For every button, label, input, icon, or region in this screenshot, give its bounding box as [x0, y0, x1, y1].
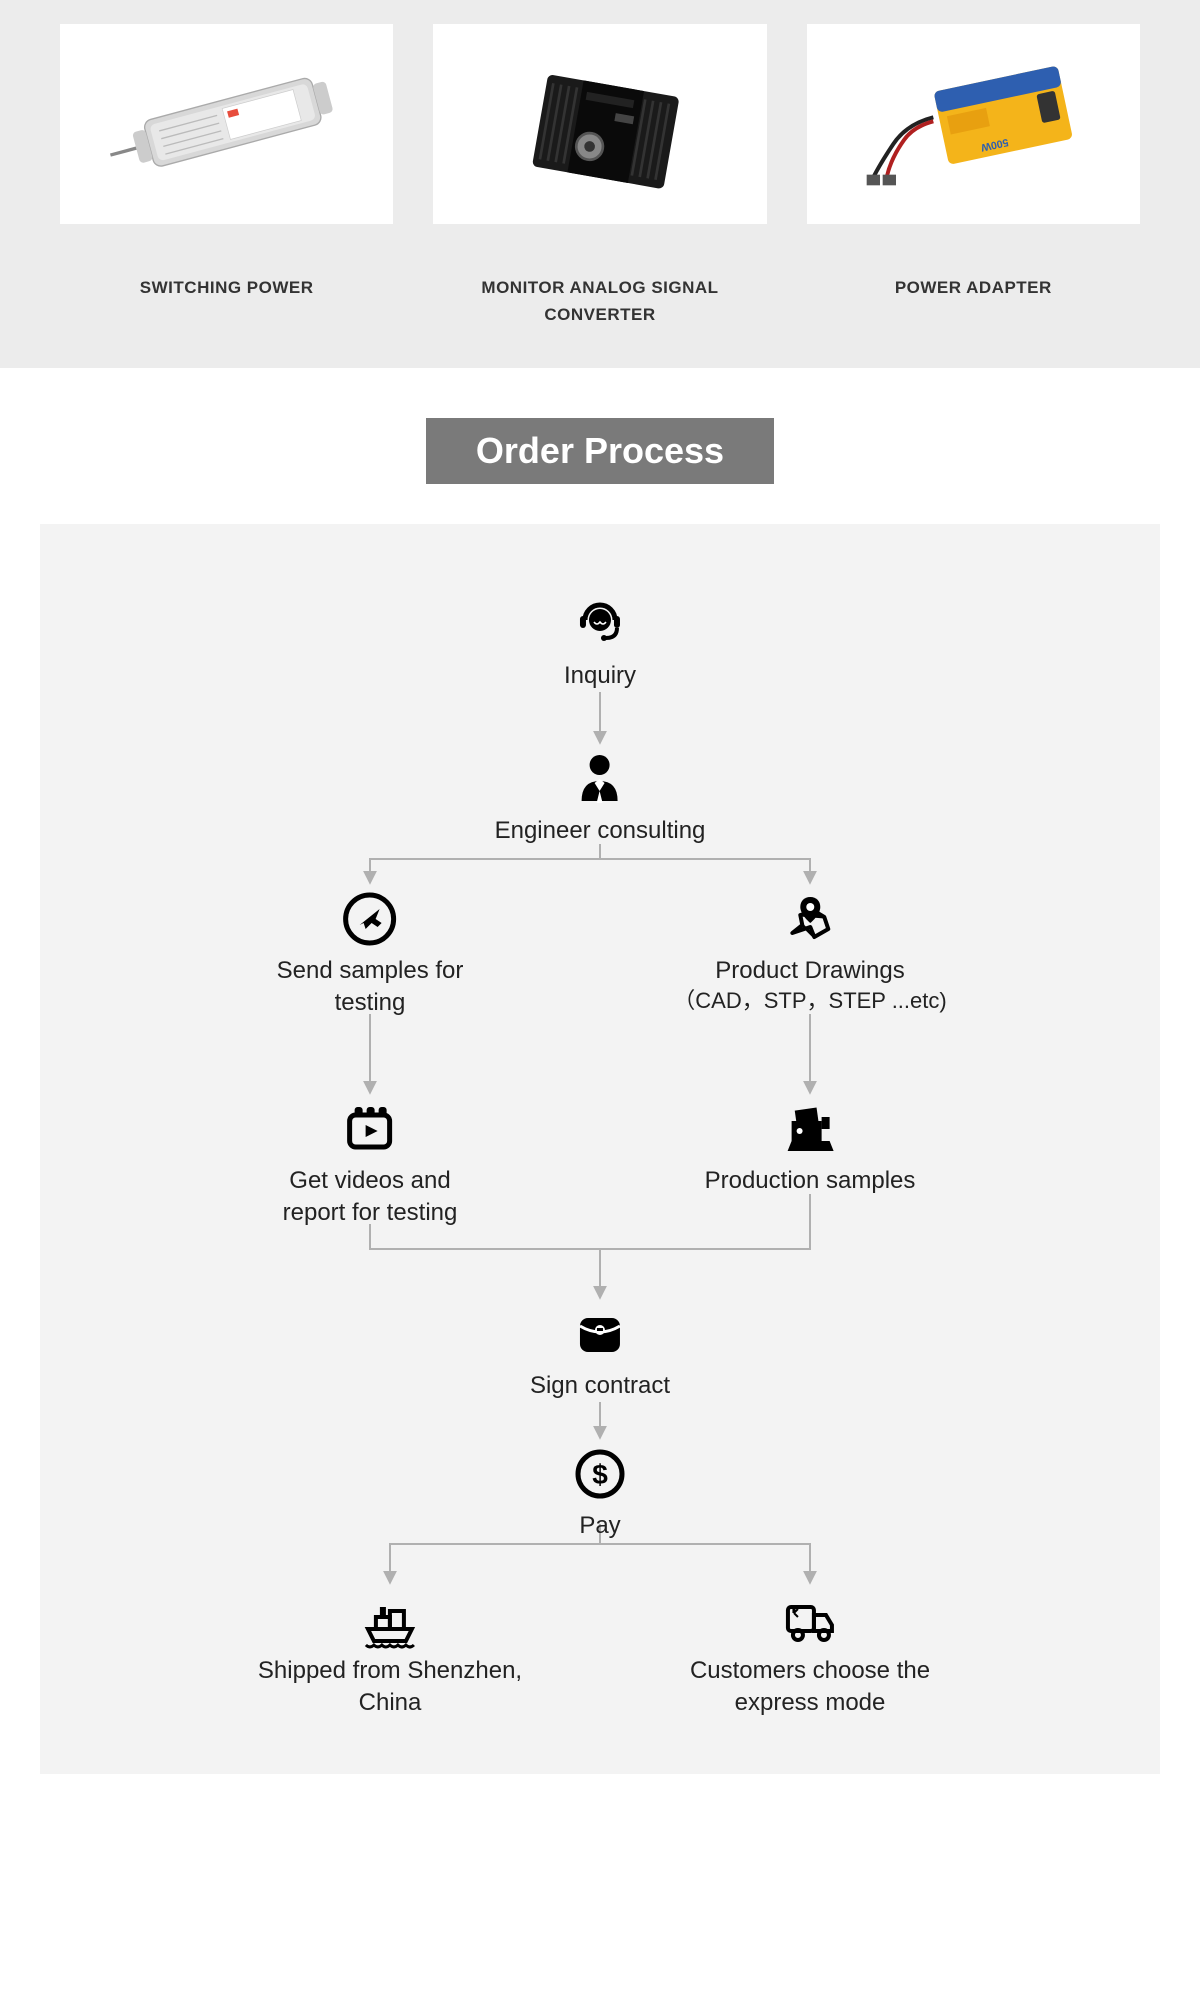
flow-label: Get videos andreport for testing — [283, 1165, 458, 1227]
section-title-wrap: Order Process — [0, 418, 1200, 484]
product-title: POWER ADAPTER — [895, 274, 1052, 301]
product-title: SWITCHING POWER — [140, 274, 314, 301]
flow-node-engineer: Engineer consulting — [495, 749, 706, 846]
machine-icon — [780, 1099, 840, 1159]
flow-node-express: Customers choose theexpress mode — [690, 1589, 930, 1717]
product-image-power-adapter: 500W — [807, 24, 1140, 224]
flow-label: Shipped from Shenzhen,China — [258, 1655, 522, 1717]
flow-node-pay: Pay — [570, 1444, 630, 1541]
person-icon — [570, 749, 630, 809]
product-image-switching-power — [60, 24, 393, 224]
video-icon — [340, 1099, 400, 1159]
flow-label: Engineer consulting — [495, 815, 706, 846]
flow-node-drawings: Product Drawings（CAD，STP，STEP ...etc) — [673, 889, 946, 1015]
switching-power-illustration — [93, 44, 360, 204]
product-card-switching-power: SWITCHING POWER — [60, 24, 393, 328]
flow-sublabel: （CAD，STP，STEP ...etc) — [673, 987, 946, 1016]
envelope-icon — [570, 1304, 630, 1364]
product-title: MONITOR ANALOG SIGNAL CONVERTER — [433, 274, 766, 328]
truck-icon — [780, 1589, 840, 1649]
map-pin-icon — [780, 889, 840, 949]
dollar-circle-icon — [570, 1444, 630, 1504]
flow-label: Send samples fortesting — [277, 955, 464, 1017]
products-row: SWITCHING POWER — [60, 24, 1140, 328]
flow-node-inquiry: Inquiry — [564, 594, 636, 691]
flow-node-production: Production samples — [705, 1099, 916, 1196]
converter-illustration — [467, 44, 734, 204]
plane-circle-icon — [340, 889, 400, 949]
flow-label: Sign contract — [530, 1370, 670, 1401]
flow-label: Inquiry — [564, 660, 636, 691]
headset-icon — [570, 594, 630, 654]
flow-label: Customers choose theexpress mode — [690, 1655, 930, 1717]
product-image-converter — [433, 24, 766, 224]
products-section: SWITCHING POWER — [0, 0, 1200, 368]
flow-node-contract: Sign contract — [530, 1304, 670, 1401]
flow-label: Production samples — [705, 1165, 916, 1196]
order-process-title: Order Process — [426, 418, 774, 484]
power-adapter-illustration: 500W — [840, 44, 1107, 204]
flow-node-videos: Get videos andreport for testing — [283, 1099, 458, 1227]
product-card-converter: MONITOR ANALOG SIGNAL CONVERTER — [433, 24, 766, 328]
flow-node-ship: Shipped from Shenzhen,China — [258, 1589, 522, 1717]
flow-label: Product Drawings — [715, 955, 904, 986]
ship-icon — [360, 1589, 420, 1649]
order-process-flowchart: Inquiry Engineer consulting Send samples f… — [40, 524, 1160, 1774]
flow-node-samples: Send samples fortesting — [277, 889, 464, 1017]
flow-label: Pay — [579, 1510, 620, 1541]
product-card-power-adapter: 500W POWER ADAPTER — [807, 24, 1140, 328]
